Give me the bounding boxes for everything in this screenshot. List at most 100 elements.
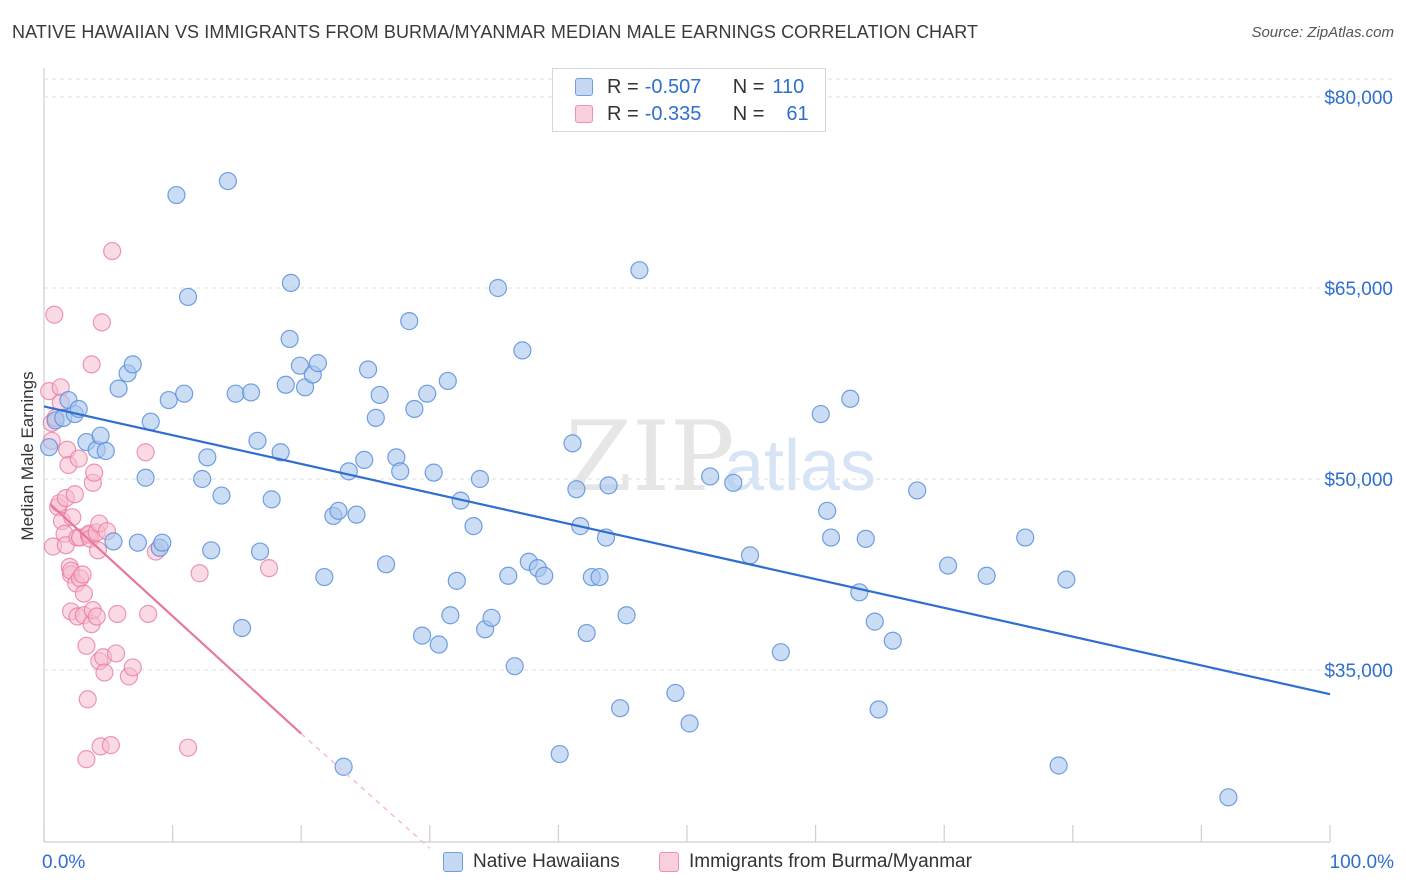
data-point-hawaiian [488, 278, 508, 298]
data-point-hawaiian [405, 399, 424, 419]
data-point-hawaiian [811, 404, 830, 424]
trend-line-burma-extension [300, 733, 431, 849]
r-label: R = [607, 75, 639, 98]
data-point-hawaiian [315, 567, 334, 587]
data-point-hawaiian [630, 261, 649, 280]
x-tick-label-max: 100.0% [1329, 852, 1394, 873]
data-point-hawaiian [355, 450, 374, 469]
legend-item-burma[interactable]: Immigrants from Burma/Myanmar [659, 851, 972, 873]
trend-lines [43, 405, 1331, 849]
data-point-hawaiian [599, 476, 618, 495]
y-tick-label: $80,000 [1324, 88, 1393, 109]
data-point-burma [106, 644, 126, 663]
hawaiian-points [40, 171, 1238, 807]
data-point-hawaiian [123, 355, 142, 374]
data-point-hawaiian [724, 473, 743, 492]
data-point-hawaiian [1016, 528, 1035, 547]
correlation-legend: R = -0.507 N = 110 R = -0.335 N = 61 [552, 68, 826, 132]
data-point-hawaiian [429, 635, 448, 654]
data-point-hawaiian [241, 383, 261, 402]
data-point-burma [74, 584, 93, 603]
data-point-hawaiian [418, 384, 437, 403]
data-point-hawaiian [212, 486, 231, 505]
data-point-hawaiian [908, 481, 927, 500]
data-point-burma [139, 604, 158, 624]
data-point-hawaiian [198, 448, 217, 467]
data-point-hawaiian [109, 379, 128, 398]
data-point-hawaiian [193, 469, 212, 489]
data-point-hawaiian [376, 555, 396, 574]
data-point-burma [92, 313, 111, 332]
data-point-hawaiian [701, 467, 720, 486]
series-legend: Native Hawaiians Immigrants from Burma/M… [0, 851, 1406, 877]
y-axis-label: Median Male Earnings [18, 371, 37, 541]
data-point-hawaiian [96, 441, 115, 461]
data-point-hawaiian [159, 390, 178, 410]
legend-row-burma: R = -0.335 N = 61 [575, 102, 809, 126]
data-point-hawaiian [883, 631, 902, 650]
data-point-burma [101, 736, 120, 755]
legend-label: Immigrants from Burma/Myanmar [689, 851, 972, 872]
pink-swatch-icon [659, 852, 679, 872]
data-point-hawaiian [977, 566, 996, 585]
data-point-hawaiian [347, 505, 366, 524]
data-point-burma [87, 607, 106, 626]
y-tick-label: $65,000 [1324, 279, 1393, 300]
data-point-hawaiian [202, 541, 221, 560]
axes [43, 68, 1331, 843]
watermark: ZIP atlas [565, 401, 876, 513]
data-point-hawaiian [366, 408, 385, 427]
data-point-hawaiian [329, 501, 348, 520]
data-point-hawaiian [563, 434, 582, 453]
data-point-hawaiian [262, 490, 281, 509]
r-value: -0.335 [644, 102, 702, 125]
trend-line-burma [49, 503, 302, 735]
data-point-burma [73, 565, 92, 584]
data-point-burma [77, 750, 96, 769]
y-tick-label: $35,000 [1324, 661, 1393, 682]
data-point-hawaiian [841, 389, 860, 408]
data-point-hawaiian [290, 356, 310, 375]
data-point-burma [136, 443, 155, 462]
data-point-burma [103, 241, 122, 261]
data-point-hawaiian [567, 480, 586, 499]
data-point-burma [178, 738, 198, 757]
data-point-hawaiian [175, 384, 194, 403]
data-point-hawaiian [424, 463, 443, 482]
data-point-hawaiian [441, 606, 460, 625]
data-point-hawaiian [590, 567, 609, 587]
data-point-hawaiian [136, 468, 155, 487]
n-label: N = [732, 102, 765, 125]
data-point-hawaiian [617, 606, 636, 625]
data-point-hawaiian [281, 273, 301, 293]
legend-row-hawaiians: R = -0.507 N = 110 [575, 75, 804, 99]
data-point-hawaiian [856, 529, 875, 548]
data-point-hawaiian [339, 462, 358, 481]
data-point-burma [123, 658, 142, 677]
n-value: 110 [772, 75, 805, 98]
data-point-burma [45, 305, 64, 324]
data-point-burma [108, 604, 127, 624]
data-point-hawaiian [167, 185, 186, 205]
data-point-hawaiian [577, 623, 596, 643]
data-point-hawaiian [1219, 788, 1238, 807]
data-point-hawaiian [482, 608, 501, 627]
data-point-hawaiian [334, 757, 353, 776]
data-point-hawaiian [248, 431, 267, 450]
data-point-hawaiian [771, 643, 790, 662]
data-point-hawaiian [938, 556, 958, 575]
data-point-hawaiian [91, 426, 110, 445]
r-label: R = [607, 102, 639, 125]
n-label: N = [732, 75, 765, 98]
y-tick-label: $50,000 [1324, 470, 1393, 491]
watermark-zip: ZIP [565, 401, 734, 513]
data-point-hawaiian [40, 438, 59, 457]
source-label: Source: ZipAtlas.com [1251, 24, 1394, 41]
data-point-hawaiian [400, 312, 419, 331]
data-point-hawaiian [391, 462, 410, 481]
legend-item-hawaiians[interactable]: Native Hawaiians [443, 851, 620, 873]
data-point-hawaiian [470, 469, 490, 489]
chart-title: NATIVE HAWAIIAN VS IMMIGRANTS FROM BURMA… [12, 22, 979, 42]
data-point-burma [259, 559, 279, 578]
data-point-burma [85, 463, 104, 482]
